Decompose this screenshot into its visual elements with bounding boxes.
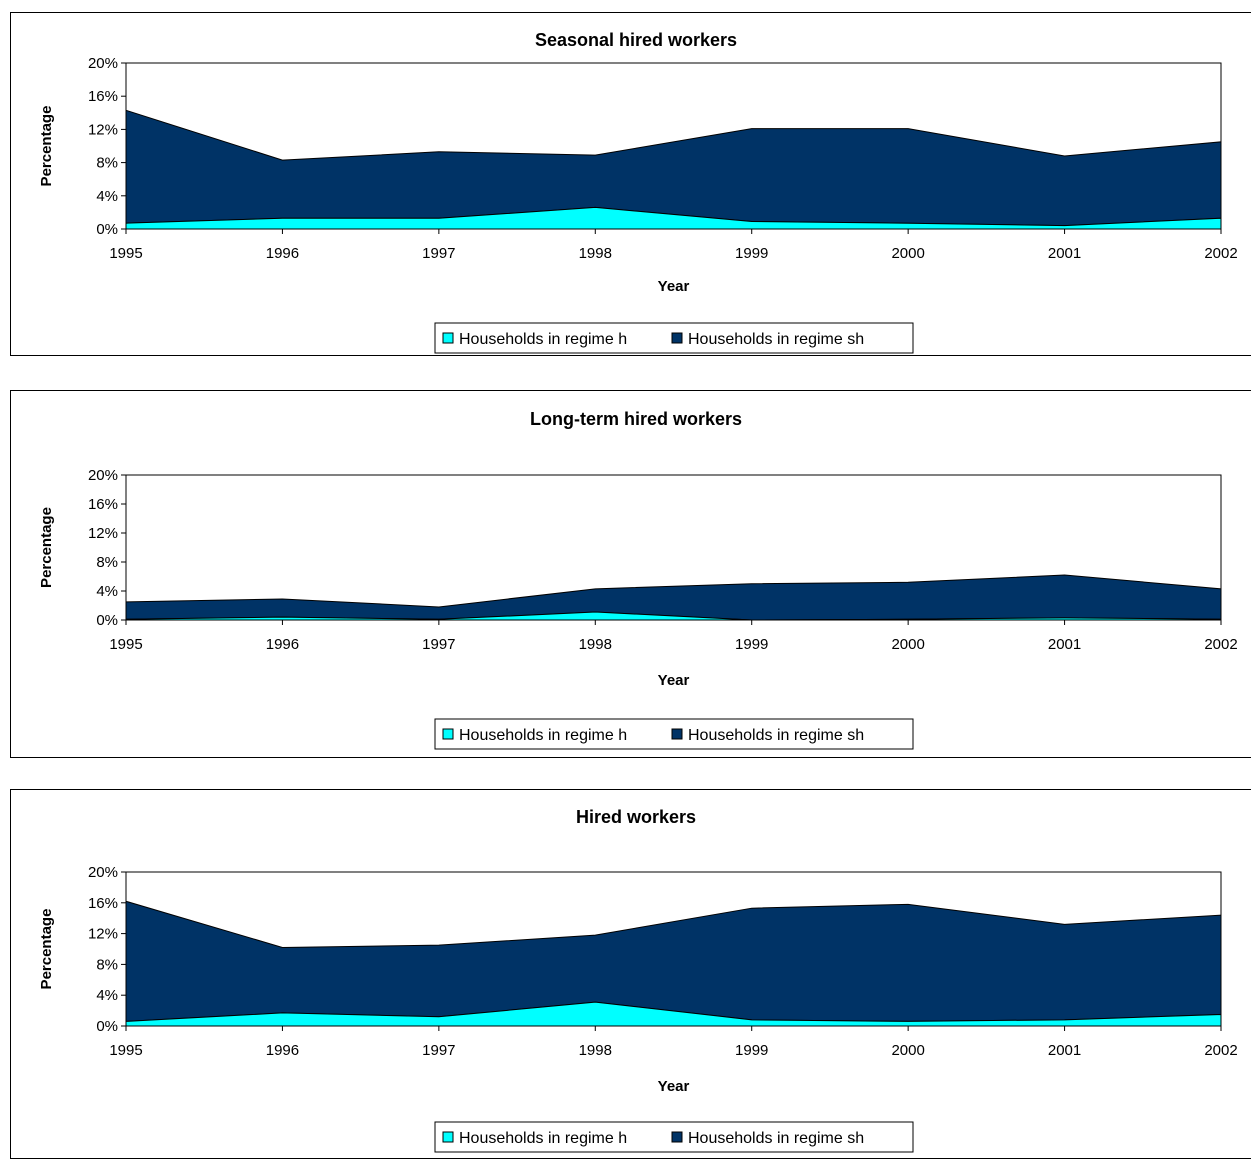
chart-title: Seasonal hired workers (535, 30, 737, 50)
x-tick-label: 2002 (1204, 636, 1237, 653)
chart-panel-long-term: Long-term hired workers 0% 4% 8% 12% 16% 20% 19… (10, 390, 1251, 758)
x-axis-title: Year (658, 672, 690, 689)
area-series-regime-h (125, 1001, 1222, 1027)
legend-swatch-regime-h (442, 1131, 454, 1143)
x-tick-label: 2000 (891, 636, 924, 653)
legend-label-regime-sh: Households in regime sh (688, 331, 864, 348)
chart-svg-hired: Hired workers 0% 4% 8% 12% 16% 20% 1995 1996 1997… (38, 807, 1238, 1153)
x-tick-label: 1999 (735, 245, 768, 262)
legend-label-regime-h: Households in regime h (459, 331, 627, 348)
y-axis-title: Percentage (38, 909, 55, 990)
legend-swatch-regime-sh (671, 1131, 683, 1143)
x-tick-label: 1996 (266, 1042, 299, 1059)
legend-swatch-regime-sh (671, 728, 683, 740)
x-tick-label: 2001 (1048, 245, 1081, 262)
y-tick-label: 4% (96, 583, 118, 600)
area-series-regime-h (125, 611, 1222, 621)
x-tick-label: 1999 (735, 1042, 768, 1059)
x-tick-label: 1997 (422, 245, 455, 262)
x-tick-label: 2002 (1204, 245, 1237, 262)
chart-panel-seasonal: Seasonal hired workers 0% 4% 8% 12% 16% 20% 199… (10, 12, 1251, 356)
x-tick-label: 1998 (579, 1042, 612, 1059)
legend: Households in regime h Households in regi… (434, 322, 914, 354)
y-tick-label: 0% (96, 612, 118, 629)
legend-label-regime-h: Households in regime h (459, 727, 627, 744)
legend-label-regime-sh: Households in regime sh (688, 1130, 864, 1147)
x-tick-label: 1996 (266, 245, 299, 262)
x-tick-label: 2001 (1048, 1042, 1081, 1059)
y-tick-label: 12% (88, 926, 118, 943)
x-tick-label: 1995 (109, 636, 142, 653)
legend: Households in regime h Households in regi… (434, 1121, 914, 1153)
y-tick-label: 20% (88, 467, 118, 484)
legend-swatch-regime-sh (671, 332, 683, 344)
y-tick-label: 16% (88, 496, 118, 513)
x-tick-label: 2000 (891, 245, 924, 262)
y-tick-label: 0% (96, 221, 118, 238)
x-tick-label: 2002 (1204, 1042, 1237, 1059)
y-tick-label: 8% (96, 554, 118, 571)
chart-svg-seasonal: Seasonal hired workers 0% 4% 8% 12% 16% 20% 199… (38, 30, 1238, 354)
y-tick-label: 16% (88, 88, 118, 105)
x-tick-label: 1997 (422, 1042, 455, 1059)
y-tick-label: 12% (88, 121, 118, 138)
y-tick-label: 0% (96, 1018, 118, 1035)
x-tick-label: 1997 (422, 636, 455, 653)
y-tick-label: 12% (88, 525, 118, 542)
legend: Households in regime h Households in regi… (434, 718, 914, 750)
y-axis-title: Percentage (38, 507, 55, 588)
x-tick-label: 1998 (579, 245, 612, 262)
x-axis-title: Year (658, 278, 690, 295)
area-series-regime-h (125, 206, 1222, 230)
x-tick-label: 1996 (266, 636, 299, 653)
x-tick-label: 2000 (891, 1042, 924, 1059)
x-tick-label: 1998 (579, 636, 612, 653)
y-tick-label: 16% (88, 895, 118, 912)
x-tick-label: 2001 (1048, 636, 1081, 653)
y-tick-label: 20% (88, 55, 118, 72)
x-tick-label: 1995 (109, 245, 142, 262)
chart-panel-hired: Hired workers 0% 4% 8% 12% 16% 20% 1995 1996 1997… (10, 789, 1251, 1159)
y-tick-label: 20% (88, 864, 118, 881)
x-axis-title: Year (658, 1078, 690, 1095)
chart-title: Long-term hired workers (530, 409, 742, 429)
y-tick-label: 8% (96, 956, 118, 973)
legend-swatch-regime-h (442, 332, 454, 344)
legend-label-regime-h: Households in regime h (459, 1130, 627, 1147)
chart-title: Hired workers (576, 807, 696, 827)
legend-label-regime-sh: Households in regime sh (688, 727, 864, 744)
y-tick-label: 4% (96, 188, 118, 205)
y-tick-label: 8% (96, 155, 118, 172)
y-axis-title: Percentage (38, 106, 55, 187)
x-tick-label: 1999 (735, 636, 768, 653)
chart-svg-long-term: Long-term hired workers 0% 4% 8% 12% 16% 20% 19… (38, 409, 1238, 750)
legend-swatch-regime-h (442, 728, 454, 740)
y-tick-label: 4% (96, 987, 118, 1004)
x-tick-label: 1995 (109, 1042, 142, 1059)
